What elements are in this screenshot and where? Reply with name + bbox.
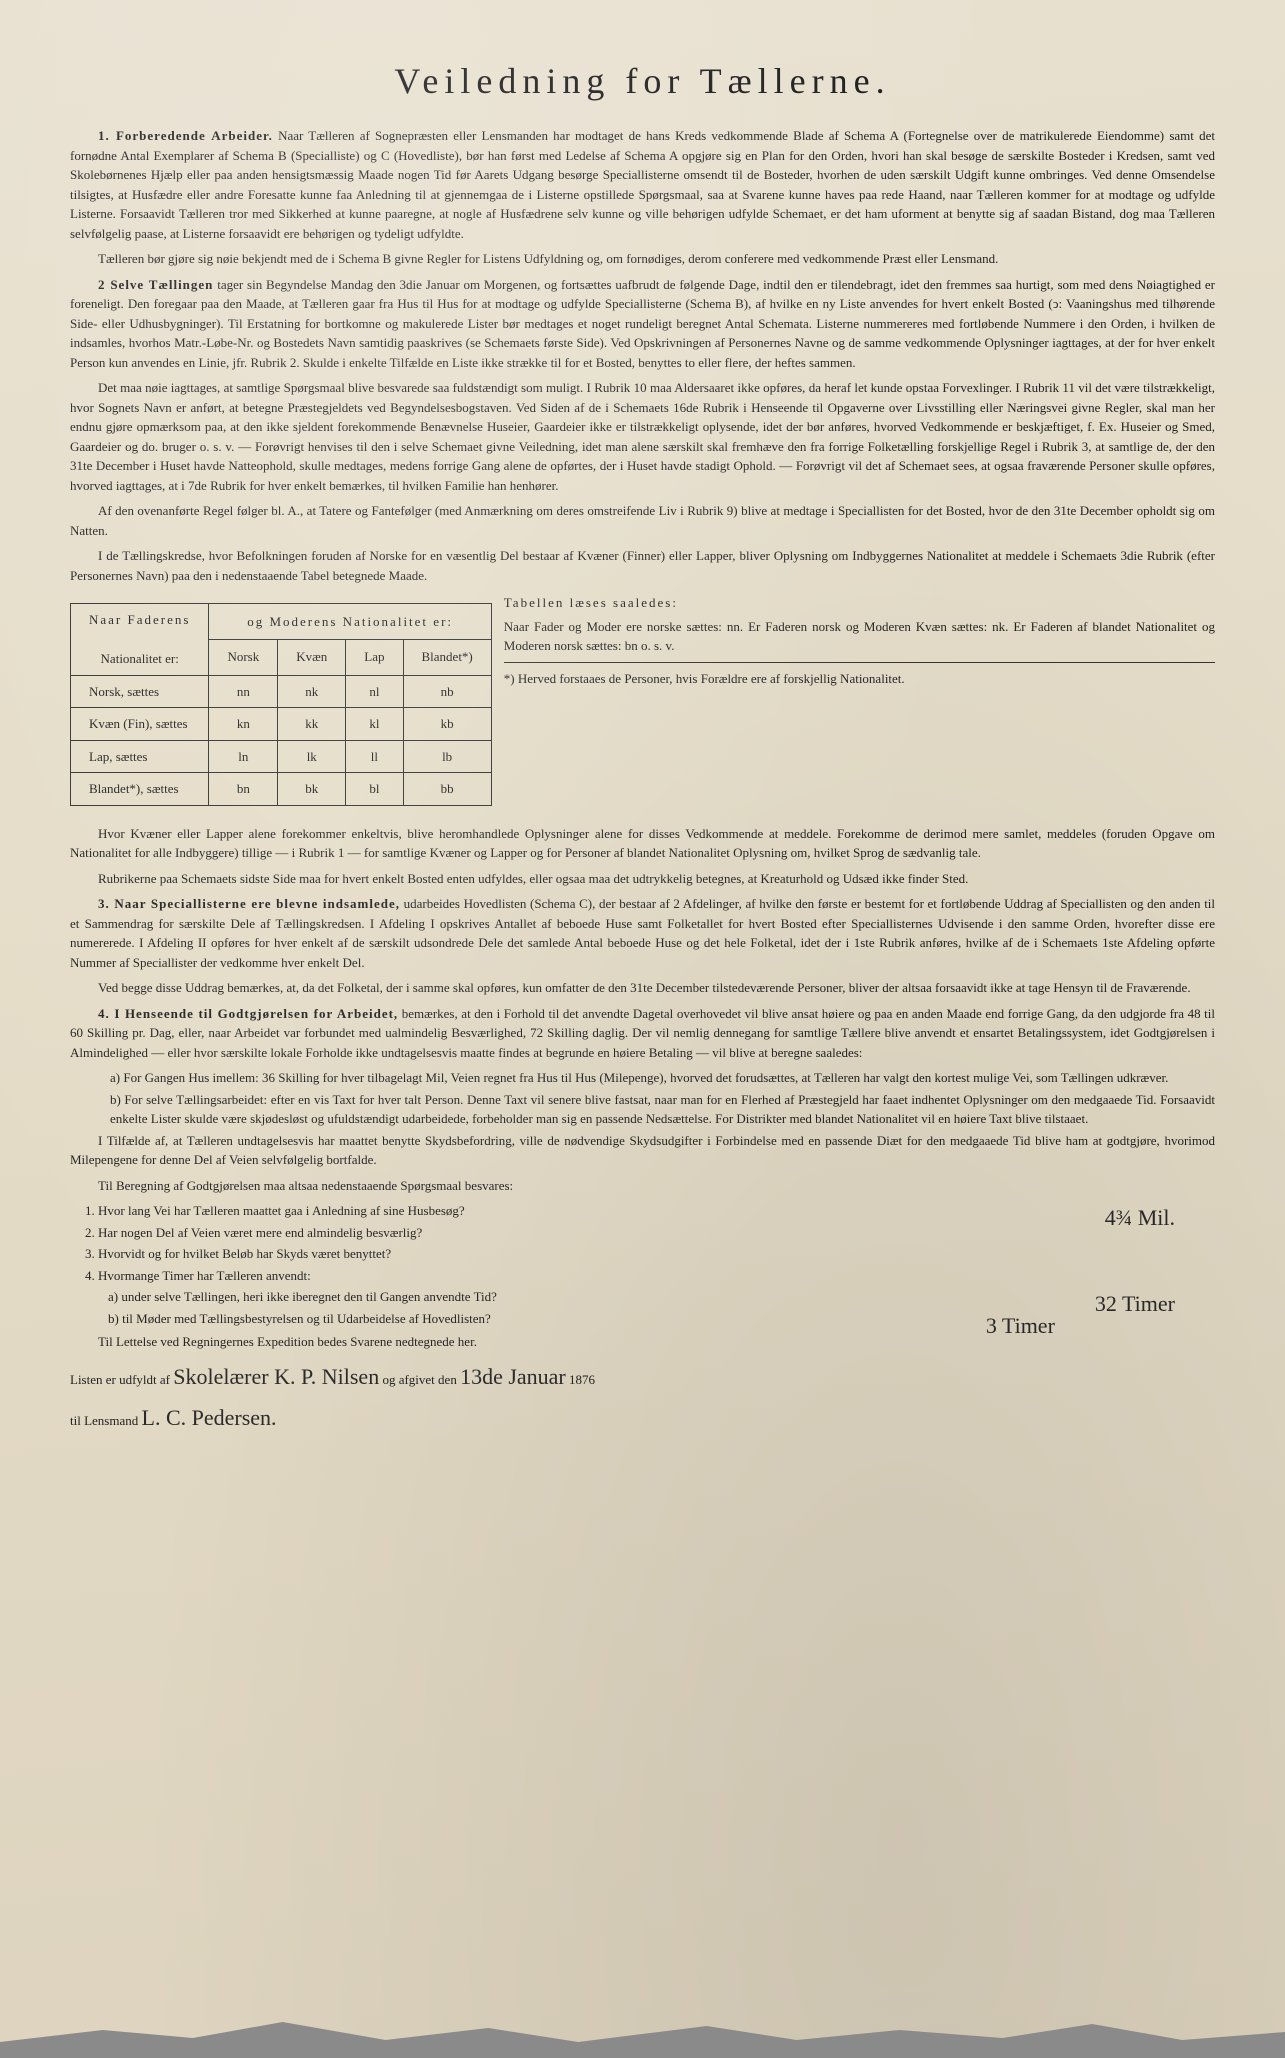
sign-date: 13de Januar	[460, 1364, 566, 1389]
cell-2-2: ll	[346, 740, 403, 773]
table-legend: Tabellen læses saaledes: Naar Fader og M…	[492, 593, 1215, 816]
section-4-heading: 4. I Henseende til Godtgjørelsen for Arb…	[98, 1006, 398, 1021]
lensmand-name: L. C. Pedersen.	[142, 1405, 277, 1430]
section-1: 1. Forberedende Arbeider. Naar Tælleren …	[70, 126, 1215, 243]
questions-list: Hvor lang Vei har Tælleren maattet gaa i…	[98, 1201, 1215, 1328]
cell-2-3: lb	[403, 740, 491, 773]
table-legend-heading: Tabellen læses saaledes:	[504, 593, 1215, 613]
cell-2-0: ln	[209, 740, 278, 773]
question-2: Har nogen Del af Veien været mere end al…	[98, 1223, 1215, 1243]
answer-1: 4¾ Mil.	[1105, 1201, 1175, 1234]
answer-4a: 32 Timer	[1095, 1287, 1175, 1320]
answer-4b: 3 Timer	[986, 1309, 1055, 1342]
question-4b: b) til Møder med Tællingsbestyrelsen og …	[108, 1309, 1215, 1329]
table-legend-p1: Naar Fader og Moder ere norske sættes: n…	[504, 619, 1215, 654]
cell-1-2: kl	[346, 708, 403, 741]
cell-1-1: kk	[278, 708, 346, 741]
father-row-0: Norsk, sættes	[71, 675, 209, 708]
nationality-table-wrap: Naar Faderens Nationalitet er: og Modere…	[70, 593, 1215, 816]
question-3: Hvorvidt og for hvilket Beløb har Skyds …	[98, 1244, 1215, 1264]
torn-edge	[0, 2018, 1285, 2058]
section-3: 3. Naar Speciallisterne ere blevne indsa…	[70, 894, 1215, 972]
section-1-p2: Tælleren bør gjøre sig nøie bekjendt med…	[70, 249, 1215, 269]
cell-3-0: bn	[209, 773, 278, 806]
section-1-heading: 1. Forberedende Arbeider.	[98, 128, 273, 143]
section-4-sublist: a) For Gangen Hus imellem: 36 Skilling f…	[110, 1068, 1215, 1129]
page-title: Veiledning for Tællerne.	[70, 60, 1215, 102]
after-table-p1: Hvor Kvæner eller Lapper alene forekomme…	[70, 824, 1215, 863]
cell-1-0: kn	[209, 708, 278, 741]
body-text: 1. Forberedende Arbeider. Naar Tælleren …	[70, 126, 1215, 1434]
section-4-b: b) For selve Tællingsarbeidet: efter en …	[110, 1090, 1215, 1129]
section-2-heading: 2 Selve Tællingen	[98, 277, 213, 292]
question-1: Hvor lang Vei har Tælleren maattet gaa i…	[98, 1201, 1215, 1221]
section-4-a: a) For Gangen Hus imellem: 36 Skilling f…	[110, 1068, 1215, 1088]
section-1-p1: Naar Tælleren af Sognepræsten eller Lens…	[70, 128, 1215, 241]
cell-3-1: bk	[278, 773, 346, 806]
cell-0-1: nk	[278, 675, 346, 708]
father-row-2: Lap, sættes	[71, 740, 209, 773]
signature-line-2: til Lensmand L. C. Pedersen.	[70, 1401, 1215, 1434]
nationality-table: Naar Faderens Nationalitet er: og Modere…	[70, 603, 492, 806]
col-father: Naar Faderens Nationalitet er:	[71, 604, 209, 676]
section-4: 4. I Henseende til Godtgjørelsen for Arb…	[70, 1004, 1215, 1063]
signer-name: Skolelærer K. P. Nilsen	[173, 1364, 379, 1389]
after-table-p2: Rubrikerne paa Schemaets sidste Side maa…	[70, 869, 1215, 889]
cell-1-3: kb	[403, 708, 491, 741]
section-3-heading: 3. Naar Speciallisterne ere blevne indsa…	[98, 896, 400, 911]
father-row-1: Kvæn (Fin), sættes	[71, 708, 209, 741]
section-2-p3: Af den ovenanførte Regel følger bl. A., …	[70, 501, 1215, 540]
section-3-p2: Ved begge disse Uddrag bemærkes, at, da …	[70, 978, 1215, 998]
section-2-p1: tager sin Begyndelse Mandag den 3die Jan…	[70, 277, 1215, 370]
table-legend-p2: *) Herved forstaaes de Personer, hvis Fo…	[504, 671, 905, 686]
cell-0-0: nn	[209, 675, 278, 708]
section-2-p4: I de Tællingskredse, hvor Befolkningen f…	[70, 546, 1215, 585]
mother-col-1: Kvæn	[278, 639, 346, 675]
father-row-3: Blandet*), sættes	[71, 773, 209, 806]
document-page: Veiledning for Tællerne. 1. Forberedende…	[0, 0, 1285, 2048]
col-mother: og Moderens Nationalitet er:	[209, 604, 491, 640]
signature-line-1: Listen er udfyldt af Skolelærer K. P. Ni…	[70, 1360, 1215, 1393]
question-4a: a) under selve Tællingen, heri ikke iber…	[108, 1287, 1215, 1307]
question-4: Hvormange Timer har Tælleren anvendt: a)…	[98, 1266, 1215, 1329]
cell-3-2: bl	[346, 773, 403, 806]
mother-col-2: Lap	[346, 639, 403, 675]
mother-col-0: Norsk	[209, 639, 278, 675]
cell-2-1: lk	[278, 740, 346, 773]
mother-col-3: Blandet*)	[403, 639, 491, 675]
cell-0-2: nl	[346, 675, 403, 708]
section-2-p2: Det maa nøie iagttages, at samtlige Spør…	[70, 378, 1215, 495]
section-4-p3: Til Beregning af Godtgjørelsen maa altsa…	[70, 1176, 1215, 1196]
section-2: 2 Selve Tællingen tager sin Begyndelse M…	[70, 275, 1215, 373]
cell-3-3: bb	[403, 773, 491, 806]
section-4-p2: I Tilfælde af, at Tælleren undtagelsesvi…	[70, 1131, 1215, 1170]
cell-0-3: nb	[403, 675, 491, 708]
